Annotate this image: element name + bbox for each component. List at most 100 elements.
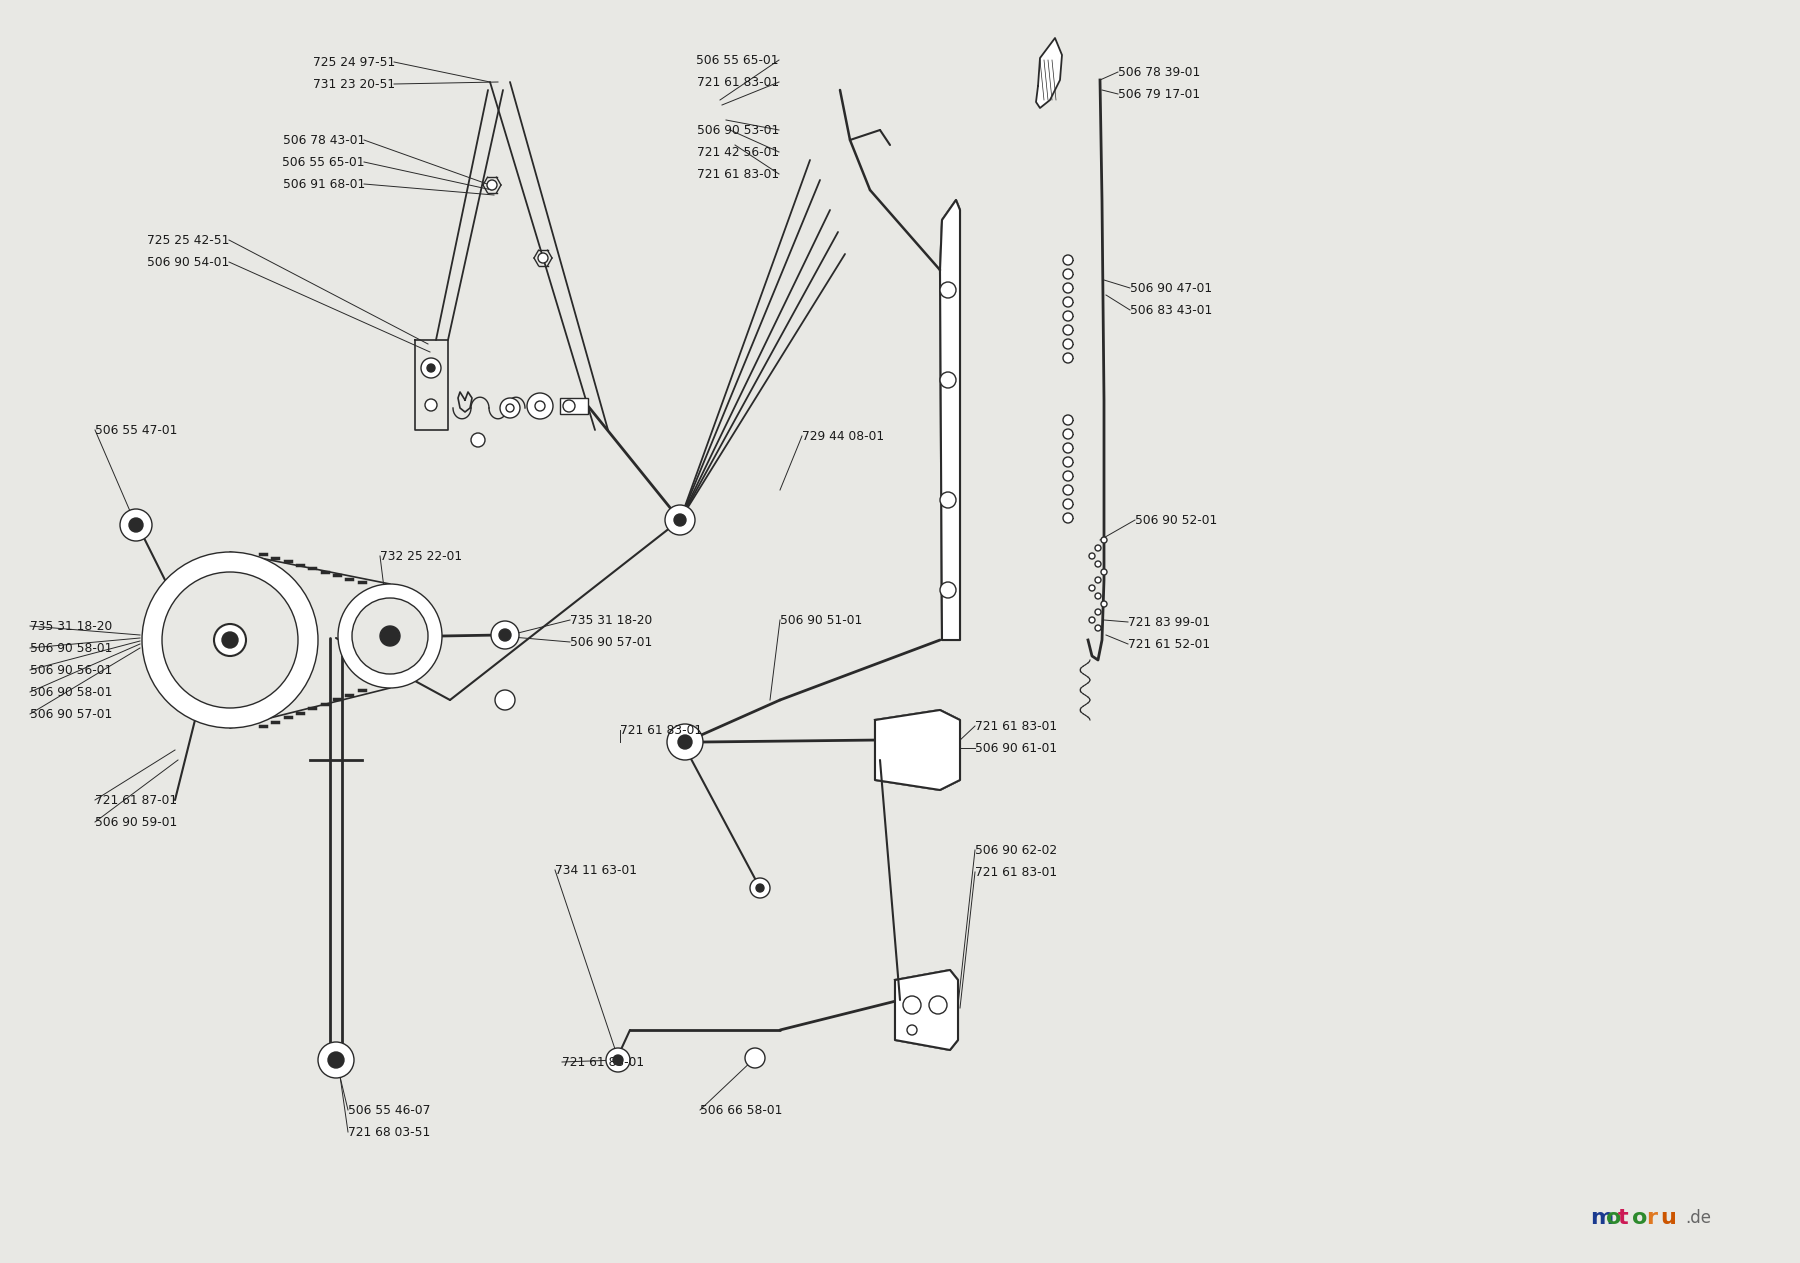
Circle shape (1102, 570, 1107, 575)
Circle shape (1064, 283, 1073, 293)
Circle shape (1089, 618, 1094, 623)
Text: 721 68 03-51: 721 68 03-51 (347, 1125, 430, 1138)
Circle shape (679, 735, 691, 749)
Circle shape (338, 584, 443, 688)
Circle shape (353, 597, 428, 674)
Circle shape (907, 1026, 916, 1034)
Text: 735 31 18-20: 735 31 18-20 (31, 619, 112, 633)
Circle shape (1064, 513, 1073, 523)
Text: 721 61 83-01: 721 61 83-01 (976, 720, 1057, 733)
Text: 734 11 63-01: 734 11 63-01 (554, 864, 637, 877)
Circle shape (607, 1048, 630, 1072)
Bar (560, 398, 589, 414)
Circle shape (1094, 625, 1102, 632)
Circle shape (500, 398, 520, 418)
Circle shape (1089, 553, 1094, 560)
Polygon shape (895, 970, 958, 1050)
Circle shape (1064, 352, 1073, 362)
Text: 506 91 68-01: 506 91 68-01 (283, 178, 365, 191)
Text: 735 31 18-20: 735 31 18-20 (571, 614, 652, 626)
Text: 732 25 22-01: 732 25 22-01 (380, 549, 463, 562)
Circle shape (527, 393, 553, 419)
Circle shape (1094, 546, 1102, 551)
Polygon shape (875, 710, 959, 789)
Circle shape (499, 629, 511, 642)
Text: 721 42 56-01: 721 42 56-01 (697, 145, 779, 158)
Circle shape (940, 282, 956, 298)
Text: 506 90 52-01: 506 90 52-01 (1136, 514, 1217, 527)
Circle shape (940, 493, 956, 508)
Text: 506 55 47-01: 506 55 47-01 (95, 423, 178, 437)
Polygon shape (1037, 38, 1062, 109)
Circle shape (904, 997, 922, 1014)
Circle shape (1064, 471, 1073, 481)
Text: 506 55 65-01: 506 55 65-01 (283, 155, 365, 168)
Text: 729 44 08-01: 729 44 08-01 (803, 429, 884, 442)
Circle shape (319, 1042, 355, 1079)
Circle shape (506, 404, 515, 412)
Text: 721 61 83-01: 721 61 83-01 (697, 76, 779, 88)
Text: .de: .de (1685, 1209, 1712, 1226)
Circle shape (1064, 443, 1073, 453)
Circle shape (1064, 416, 1073, 426)
Circle shape (1089, 585, 1094, 591)
Circle shape (130, 518, 142, 532)
Circle shape (1064, 269, 1073, 279)
Text: 721 61 87-01: 721 61 87-01 (95, 793, 176, 807)
Circle shape (614, 1055, 623, 1065)
Circle shape (673, 514, 686, 525)
Text: 506 90 62-02: 506 90 62-02 (976, 844, 1057, 856)
Circle shape (328, 1052, 344, 1068)
Circle shape (380, 626, 400, 645)
Circle shape (421, 357, 441, 378)
Circle shape (1102, 537, 1107, 543)
Text: 506 90 57-01: 506 90 57-01 (571, 635, 652, 648)
Text: 506 79 17-01: 506 79 17-01 (1118, 87, 1201, 101)
Text: m: m (1589, 1207, 1613, 1228)
Text: 506 90 57-01: 506 90 57-01 (31, 707, 112, 720)
Text: 721 61 83-01: 721 61 83-01 (562, 1056, 644, 1068)
Text: 506 90 61-01: 506 90 61-01 (976, 741, 1057, 754)
Circle shape (1094, 609, 1102, 615)
Circle shape (1102, 601, 1107, 608)
Circle shape (1064, 325, 1073, 335)
Circle shape (1064, 297, 1073, 307)
Text: 506 55 46-07: 506 55 46-07 (347, 1104, 430, 1116)
Circle shape (1094, 594, 1102, 599)
Text: 506 55 65-01: 506 55 65-01 (697, 53, 779, 67)
Text: 506 90 53-01: 506 90 53-01 (697, 124, 779, 136)
Text: 721 61 83-01: 721 61 83-01 (619, 724, 702, 736)
Text: o: o (1633, 1207, 1647, 1228)
Circle shape (756, 884, 763, 892)
Text: 506 90 51-01: 506 90 51-01 (779, 614, 862, 626)
Text: 725 24 97-51: 725 24 97-51 (313, 56, 394, 68)
Circle shape (563, 400, 574, 412)
Circle shape (425, 399, 437, 410)
Circle shape (940, 373, 956, 388)
Circle shape (1064, 485, 1073, 495)
Circle shape (929, 997, 947, 1014)
Text: 506 90 54-01: 506 90 54-01 (148, 255, 229, 269)
Circle shape (1064, 499, 1073, 509)
Circle shape (1064, 457, 1073, 467)
Text: 506 90 59-01: 506 90 59-01 (95, 816, 176, 829)
Circle shape (162, 572, 299, 709)
Text: t: t (1618, 1207, 1629, 1228)
Circle shape (940, 582, 956, 597)
Text: 506 90 47-01: 506 90 47-01 (1130, 282, 1211, 294)
Text: 721 61 52-01: 721 61 52-01 (1129, 638, 1210, 650)
Circle shape (142, 552, 319, 727)
Circle shape (472, 433, 484, 447)
Text: 506 90 58-01: 506 90 58-01 (31, 686, 112, 698)
Circle shape (221, 632, 238, 648)
Polygon shape (940, 200, 959, 640)
Circle shape (427, 364, 436, 373)
Circle shape (668, 724, 704, 760)
Text: 506 78 43-01: 506 78 43-01 (283, 134, 365, 147)
Text: 506 66 58-01: 506 66 58-01 (700, 1104, 783, 1116)
Circle shape (745, 1048, 765, 1068)
Text: 731 23 20-51: 731 23 20-51 (313, 77, 394, 91)
Text: o: o (1606, 1207, 1622, 1228)
Circle shape (495, 690, 515, 710)
Text: u: u (1660, 1207, 1676, 1228)
